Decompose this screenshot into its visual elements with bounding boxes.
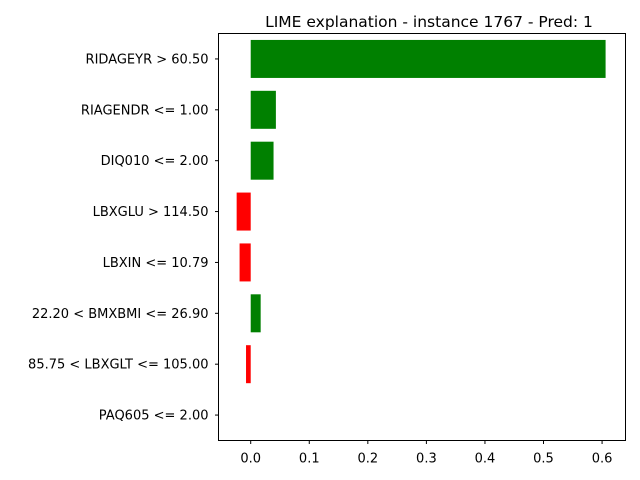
x-axis-ticks: 0.0 0.1 0.2 0.3 0.4 0.5 0.6	[240, 440, 613, 467]
x-tick-label: 0.0	[240, 452, 261, 467]
y-tick-label: DIQ010 <= 2.00	[101, 154, 209, 169]
bar-2	[250, 141, 274, 180]
y-tick-label: LBXIN <= 10.79	[103, 256, 209, 271]
y-tick-label: 22.20 < BMXBMI <= 26.90	[32, 307, 209, 322]
bars-group	[236, 39, 606, 384]
x-tick-label: 0.6	[592, 452, 613, 467]
bar-1	[250, 90, 276, 129]
bar-5	[250, 294, 261, 333]
y-axis-ticks: RIDAGEYR > 60.50 RIAGENDR <= 1.00 DIQ010 <…	[28, 52, 219, 424]
y-tick-label: RIDAGEYR > 60.50	[86, 52, 209, 67]
y-tick-label: PAQ605 <= 2.00	[99, 409, 209, 424]
x-tick-label: 0.2	[357, 452, 378, 467]
bar-0	[250, 39, 606, 78]
bar-3	[236, 192, 251, 231]
bar-6	[246, 345, 251, 384]
x-tick-label: 0.1	[299, 452, 320, 467]
y-tick-label: LBXGLU > 114.50	[93, 205, 209, 220]
y-tick-label: 85.75 < LBXGLT <= 105.00	[28, 358, 208, 373]
chart-title: LIME explanation - instance 1767 - Pred:…	[265, 13, 593, 31]
x-tick-label: 0.5	[533, 452, 554, 467]
x-tick-label: 0.4	[475, 452, 496, 467]
plot-frame	[218, 33, 626, 441]
x-tick-label: 0.3	[416, 452, 437, 467]
bar-4	[239, 243, 251, 282]
y-tick-label: RIAGENDR <= 1.00	[81, 103, 209, 118]
